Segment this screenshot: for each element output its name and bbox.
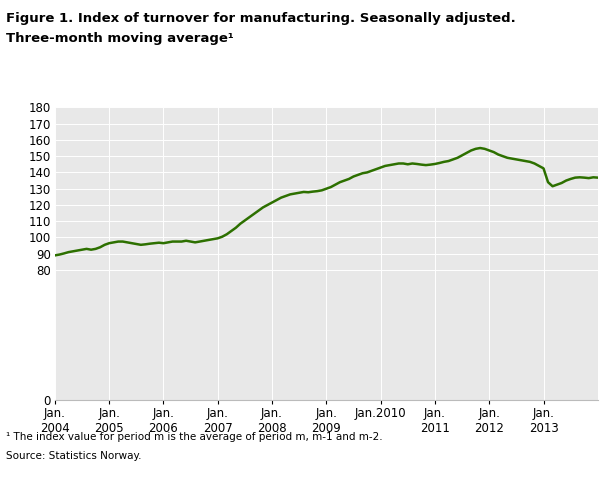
Text: ¹ The index value for period m is the average of period m, m-1 and m-2.: ¹ The index value for period m is the av… bbox=[6, 432, 382, 442]
Text: Source: Statistics Norway.: Source: Statistics Norway. bbox=[6, 451, 142, 461]
Text: Figure 1. Index of turnover for manufacturing. Seasonally adjusted.: Figure 1. Index of turnover for manufact… bbox=[6, 12, 516, 25]
Text: Three-month moving average¹: Three-month moving average¹ bbox=[6, 32, 234, 45]
